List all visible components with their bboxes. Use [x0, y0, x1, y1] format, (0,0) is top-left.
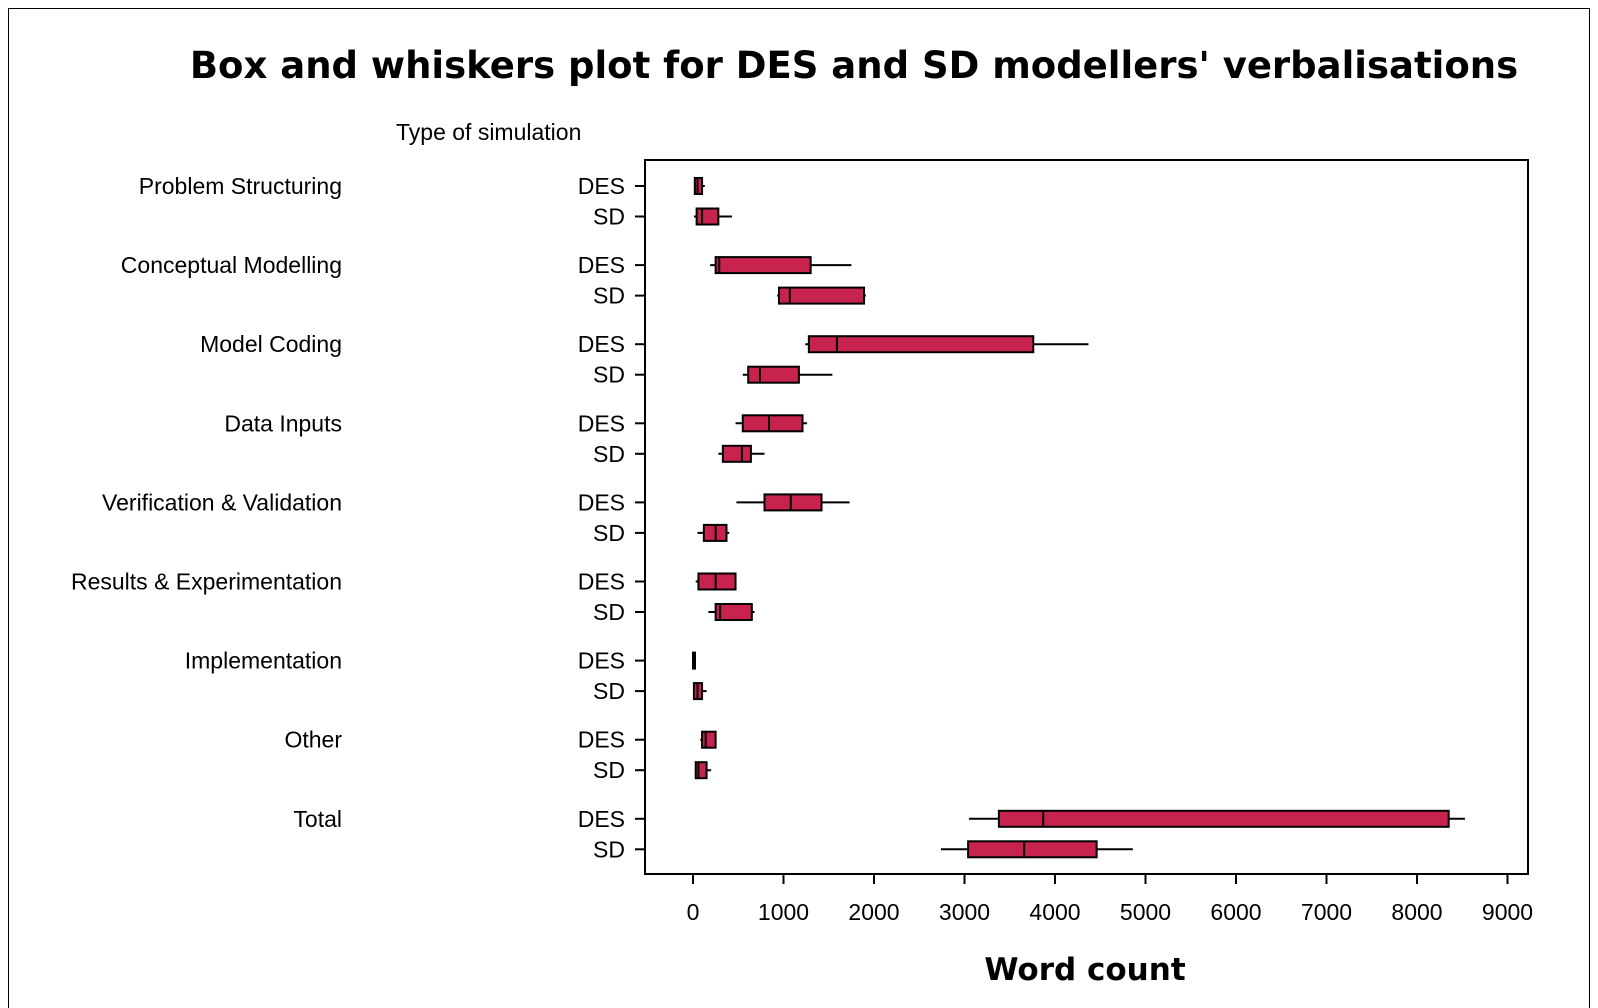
series-label: DES — [578, 331, 625, 357]
series-label: SD — [593, 441, 625, 467]
series-label: DES — [578, 489, 625, 515]
chart-title: Box and whiskers plot for DES and SD mod… — [190, 44, 1518, 87]
series-label: SD — [593, 520, 625, 546]
box — [721, 444, 752, 463]
group-label: Implementation — [185, 648, 342, 674]
group-label: Conceptual Modelling — [121, 252, 342, 278]
x-tick-label: 5000 — [1120, 899, 1171, 925]
box — [967, 840, 1098, 859]
series-label: DES — [578, 727, 625, 753]
box — [777, 286, 866, 305]
box — [694, 761, 708, 780]
x-axis-title: Word count — [984, 952, 1185, 988]
x-tick-label: 2000 — [848, 899, 899, 925]
box — [695, 207, 720, 226]
series-label: SD — [593, 204, 625, 230]
x-tick-label: 4000 — [1029, 899, 1080, 925]
x-tick-label: 1000 — [758, 899, 809, 925]
x-tick-label: 8000 — [1391, 899, 1442, 925]
box — [997, 809, 1450, 828]
series-label: SD — [593, 678, 625, 704]
box — [697, 572, 737, 591]
x-tick-label: 9000 — [1482, 899, 1533, 925]
box — [747, 365, 800, 384]
series-label: DES — [578, 806, 625, 832]
series-label: DES — [578, 173, 625, 199]
x-tick-label: 6000 — [1210, 899, 1261, 925]
group-label: Other — [284, 727, 342, 753]
x-tick-label: 3000 — [939, 899, 990, 925]
group-label: Data Inputs — [224, 410, 342, 436]
group-label: Total — [293, 806, 342, 832]
x-tick-label: 0 — [687, 899, 700, 925]
box — [807, 335, 1035, 354]
group-label: Model Coding — [200, 331, 342, 357]
box — [763, 493, 823, 512]
series-label: DES — [578, 410, 625, 436]
series-label: SD — [593, 362, 625, 388]
series-label: SD — [593, 757, 625, 783]
box — [741, 414, 804, 433]
series-label: SD — [593, 283, 625, 309]
box — [714, 256, 812, 275]
plot-area — [644, 159, 1529, 875]
series-label: DES — [578, 252, 625, 278]
group-label: Problem Structuring — [139, 173, 342, 199]
x-tick-label: 7000 — [1301, 899, 1352, 925]
chart-marks: 0 1000 2000 3000 4000 5000 6000 7000 8000 9000 Pro… — [71, 173, 1533, 925]
series-label: SD — [593, 836, 625, 862]
box — [714, 603, 753, 621]
group-label: Verification & Validation — [102, 489, 342, 515]
box — [701, 730, 717, 749]
series-label: DES — [578, 569, 625, 595]
series-label: SD — [593, 599, 625, 625]
group-header: Type of simulation — [396, 119, 581, 145]
group-label: Results & Experimentation — [71, 569, 342, 595]
series-label: DES — [578, 648, 625, 674]
